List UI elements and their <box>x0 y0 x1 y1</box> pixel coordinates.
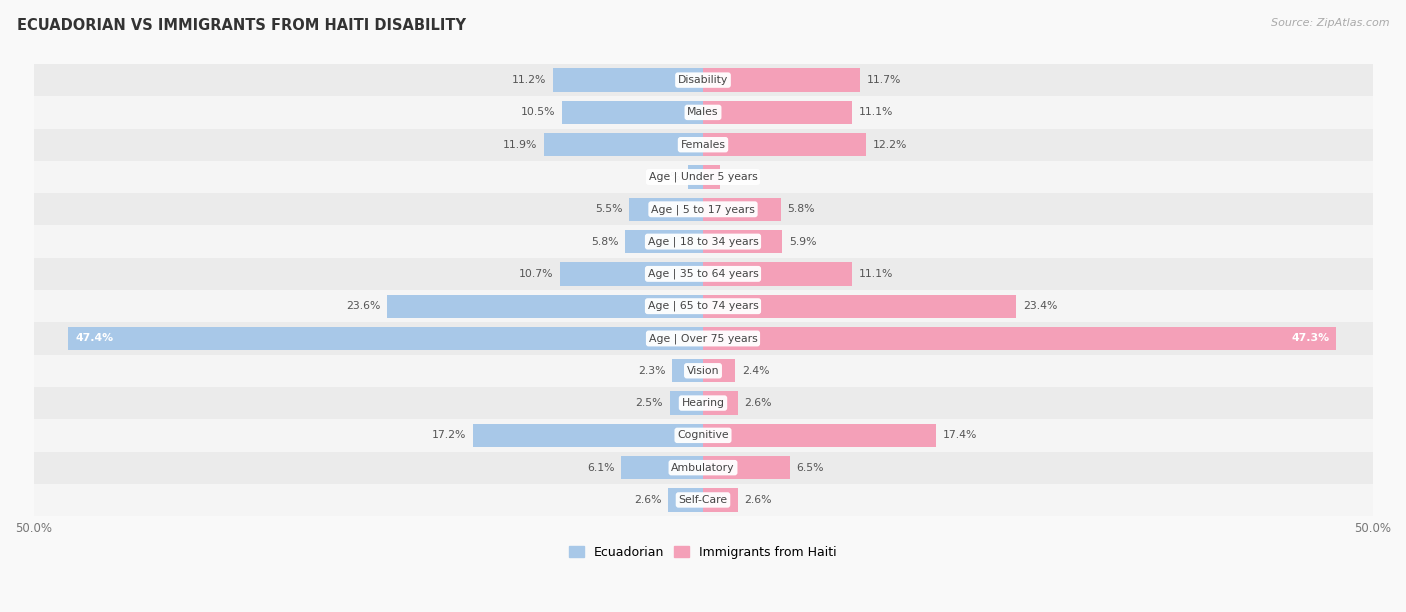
Bar <box>703 392 738 415</box>
Text: 11.7%: 11.7% <box>866 75 901 85</box>
Bar <box>703 294 1017 318</box>
Text: Self-Care: Self-Care <box>679 495 727 505</box>
Bar <box>34 290 1372 323</box>
Bar <box>34 96 1372 129</box>
Text: 2.6%: 2.6% <box>634 495 661 505</box>
Text: 1.1%: 1.1% <box>654 172 682 182</box>
Text: Age | 18 to 34 years: Age | 18 to 34 years <box>648 236 758 247</box>
Text: 12.2%: 12.2% <box>873 140 907 150</box>
Text: 10.5%: 10.5% <box>522 107 555 118</box>
Bar <box>703 359 735 382</box>
Bar <box>703 69 859 92</box>
Text: 6.1%: 6.1% <box>588 463 614 472</box>
Bar <box>703 230 782 253</box>
Text: Ambulatory: Ambulatory <box>671 463 735 472</box>
Text: 11.1%: 11.1% <box>858 269 893 279</box>
Text: 1.3%: 1.3% <box>727 172 755 182</box>
Text: 23.6%: 23.6% <box>346 301 380 311</box>
Bar <box>34 354 1372 387</box>
Text: Disability: Disability <box>678 75 728 85</box>
Bar <box>703 456 790 479</box>
Text: Age | Under 5 years: Age | Under 5 years <box>648 172 758 182</box>
Text: 5.8%: 5.8% <box>787 204 815 214</box>
Bar <box>703 424 936 447</box>
Text: Females: Females <box>681 140 725 150</box>
Text: 2.3%: 2.3% <box>638 366 665 376</box>
Text: Cognitive: Cognitive <box>678 430 728 441</box>
Bar <box>69 327 703 350</box>
Bar <box>689 165 703 188</box>
Text: 23.4%: 23.4% <box>1024 301 1057 311</box>
Text: 47.3%: 47.3% <box>1292 334 1330 343</box>
Text: 5.9%: 5.9% <box>789 237 817 247</box>
Text: 5.8%: 5.8% <box>591 237 619 247</box>
Text: Age | Over 75 years: Age | Over 75 years <box>648 333 758 344</box>
Text: 10.7%: 10.7% <box>519 269 553 279</box>
Bar <box>703 101 852 124</box>
Bar <box>703 198 780 221</box>
Bar <box>626 230 703 253</box>
Legend: Ecuadorian, Immigrants from Haiti: Ecuadorian, Immigrants from Haiti <box>564 541 842 564</box>
Bar <box>669 392 703 415</box>
Text: 2.5%: 2.5% <box>636 398 662 408</box>
Bar <box>387 294 703 318</box>
Text: 47.4%: 47.4% <box>75 334 112 343</box>
Bar <box>703 165 720 188</box>
Bar <box>560 263 703 286</box>
Bar <box>34 258 1372 290</box>
Text: 2.4%: 2.4% <box>742 366 769 376</box>
Text: 6.5%: 6.5% <box>797 463 824 472</box>
Text: 5.5%: 5.5% <box>595 204 623 214</box>
Bar <box>672 359 703 382</box>
Bar <box>703 488 738 512</box>
Text: Hearing: Hearing <box>682 398 724 408</box>
Text: Age | 35 to 64 years: Age | 35 to 64 years <box>648 269 758 279</box>
Bar <box>630 198 703 221</box>
Text: 2.6%: 2.6% <box>745 398 772 408</box>
Bar <box>668 488 703 512</box>
Bar <box>703 327 1336 350</box>
Bar <box>34 419 1372 452</box>
Text: 17.2%: 17.2% <box>432 430 465 441</box>
Bar <box>34 161 1372 193</box>
Text: 11.2%: 11.2% <box>512 75 547 85</box>
Bar <box>703 263 852 286</box>
Text: Age | 5 to 17 years: Age | 5 to 17 years <box>651 204 755 215</box>
Bar <box>34 129 1372 161</box>
Bar <box>34 225 1372 258</box>
Text: Source: ZipAtlas.com: Source: ZipAtlas.com <box>1271 18 1389 28</box>
Text: 17.4%: 17.4% <box>942 430 977 441</box>
Text: Age | 65 to 74 years: Age | 65 to 74 years <box>648 301 758 312</box>
Bar <box>621 456 703 479</box>
Bar <box>34 64 1372 96</box>
Bar <box>34 452 1372 484</box>
Text: 2.6%: 2.6% <box>745 495 772 505</box>
Bar <box>34 484 1372 516</box>
Bar <box>34 323 1372 354</box>
Bar <box>703 133 866 156</box>
Text: Males: Males <box>688 107 718 118</box>
Bar <box>544 133 703 156</box>
Text: 11.1%: 11.1% <box>858 107 893 118</box>
Text: Vision: Vision <box>686 366 720 376</box>
Text: ECUADORIAN VS IMMIGRANTS FROM HAITI DISABILITY: ECUADORIAN VS IMMIGRANTS FROM HAITI DISA… <box>17 18 465 34</box>
Bar <box>34 387 1372 419</box>
Bar <box>472 424 703 447</box>
Bar <box>553 69 703 92</box>
Bar <box>562 101 703 124</box>
Text: 11.9%: 11.9% <box>502 140 537 150</box>
Bar <box>34 193 1372 225</box>
